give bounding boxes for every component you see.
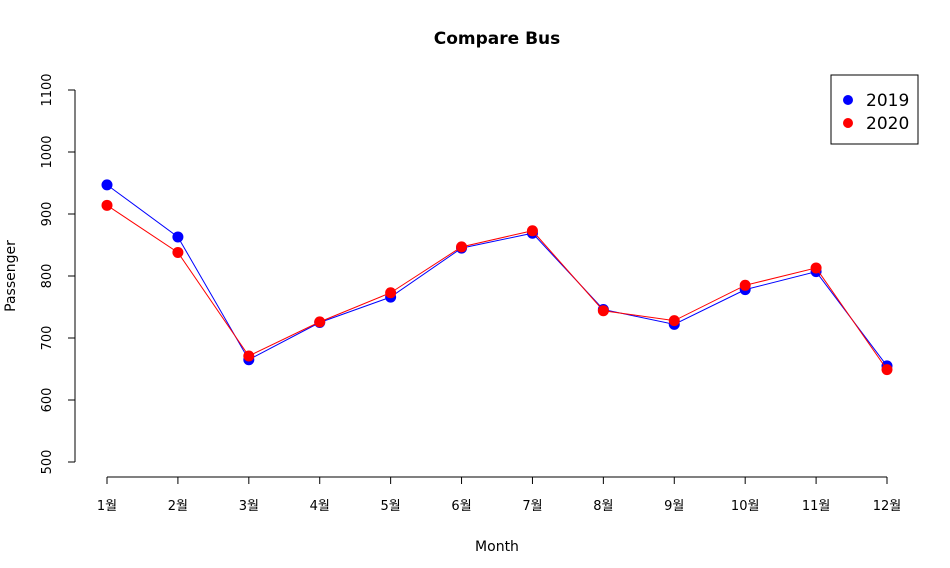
x-tick-label: 4월	[310, 499, 330, 514]
x-axis: 1월 2월 3월 4월 5월 6월 7월 8월 9월 10월 11월 12월	[97, 476, 902, 514]
x-tick-label: 1월	[97, 499, 117, 514]
x-axis-label: Month	[475, 539, 519, 555]
legend-label-2020: 2020	[866, 114, 909, 134]
data-point-2020	[314, 316, 326, 328]
chart-title: Compare Bus	[434, 29, 561, 49]
y-axis-label: Passenger	[3, 240, 19, 312]
x-tick-label: 6월	[451, 499, 471, 514]
data-point-2020	[597, 305, 609, 317]
data-point-2020	[526, 225, 538, 237]
x-tick-label: 12월	[873, 499, 902, 514]
x-tick-label: 9월	[664, 499, 684, 514]
legend-marker-2019	[843, 95, 853, 105]
series-line-2019	[106, 184, 888, 367]
y-tick-label: 1100	[40, 73, 55, 106]
series-2020	[101, 199, 893, 376]
x-tick-label: 8월	[593, 499, 613, 514]
data-point-2020	[243, 350, 255, 362]
data-point-2020	[810, 262, 822, 274]
x-tick-label: 2월	[168, 499, 188, 514]
data-point-2020	[668, 315, 680, 327]
series-layer	[101, 179, 893, 376]
series-line-2020	[106, 204, 888, 370]
x-tick-label: 11월	[802, 499, 831, 514]
legend-box	[830, 74, 919, 145]
y-axis: 500 600 700 800 900 1000 1100	[40, 73, 76, 475]
series-2019	[101, 179, 893, 372]
y-tick-label: 700	[40, 326, 55, 351]
x-tick-label: 3월	[239, 499, 259, 514]
data-point-2020	[172, 246, 184, 258]
legend: 2019 2020	[830, 74, 919, 145]
x-tick-label: 5월	[381, 499, 401, 514]
x-tick-label: 10월	[731, 499, 760, 514]
data-point-2020	[881, 364, 893, 376]
data-point-2020	[101, 199, 113, 211]
legend-label-2019: 2019	[866, 91, 909, 111]
data-point-2020	[739, 279, 751, 291]
y-tick-label: 800	[40, 264, 55, 289]
x-tick-label: 7월	[522, 499, 542, 514]
y-tick-label: 1000	[40, 135, 55, 168]
y-tick-label: 500	[40, 450, 55, 475]
data-point-2019	[101, 179, 113, 191]
y-tick-label: 600	[40, 388, 55, 413]
data-point-2020	[385, 287, 397, 299]
data-point-2020	[456, 241, 468, 253]
data-point-2019	[172, 231, 184, 243]
legend-marker-2020	[843, 118, 853, 128]
y-tick-label: 900	[40, 202, 55, 227]
